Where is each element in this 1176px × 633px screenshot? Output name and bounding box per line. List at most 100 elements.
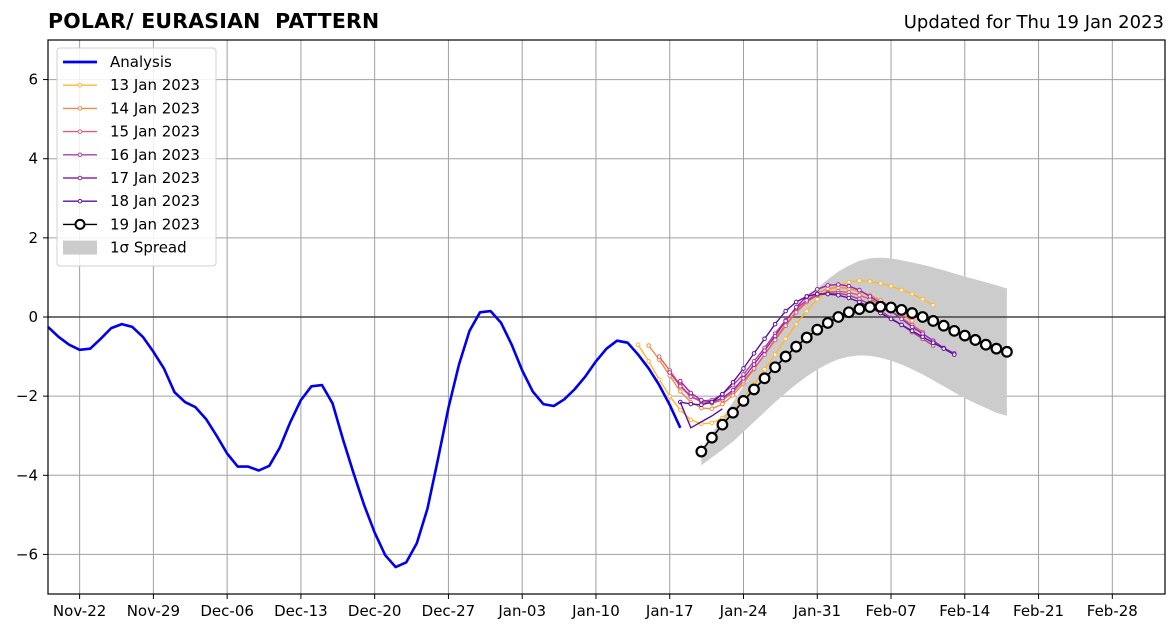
latest-forecast-point bbox=[990, 342, 1003, 355]
forecast-point bbox=[646, 343, 651, 348]
forecast-point bbox=[814, 296, 820, 302]
forecast-point bbox=[677, 383, 683, 389]
legend-marker bbox=[74, 218, 86, 230]
forecast-point bbox=[772, 333, 778, 339]
y-tick-label: −4 bbox=[16, 466, 38, 484]
legend-label: 16 Jan 2023 bbox=[110, 146, 200, 164]
latest-forecast-point bbox=[1001, 345, 1013, 358]
latest-forecast-point bbox=[769, 361, 782, 374]
forecast-point bbox=[857, 278, 862, 283]
forecast-point bbox=[699, 402, 704, 408]
legend-label: 17 Jan 2023 bbox=[110, 169, 200, 187]
x-tick-label: Dec-20 bbox=[348, 602, 402, 620]
forecast-point bbox=[793, 309, 799, 315]
x-tick-label: Jan-17 bbox=[645, 602, 694, 620]
latest-forecast-point bbox=[695, 445, 708, 458]
spread-band bbox=[701, 257, 1007, 466]
forecast-point bbox=[762, 336, 767, 342]
y-tick-label: −6 bbox=[16, 545, 38, 563]
forecast-point bbox=[920, 334, 925, 340]
forecast-point bbox=[941, 346, 947, 351]
x-tick-label: Feb-28 bbox=[1087, 602, 1138, 620]
forecast-point bbox=[646, 359, 651, 364]
legend-marker bbox=[77, 106, 83, 111]
forecast-point bbox=[804, 298, 810, 303]
forecast-point bbox=[730, 387, 736, 393]
forecast-point bbox=[751, 362, 757, 367]
forecast-point bbox=[688, 417, 694, 423]
latest-forecast-point bbox=[811, 323, 824, 336]
forecast-point bbox=[772, 321, 778, 327]
legend-handle bbox=[63, 240, 97, 255]
forecast-point bbox=[635, 342, 641, 348]
legend-label: 13 Jan 2023 bbox=[110, 76, 200, 94]
forecast-point bbox=[909, 318, 915, 324]
forecast-point bbox=[857, 292, 862, 298]
forecast-point bbox=[899, 316, 904, 322]
legend-entry: 19 Jan 2023 bbox=[63, 215, 200, 233]
latest-forecast-point bbox=[874, 300, 887, 313]
latest-forecast-point bbox=[800, 331, 813, 344]
legend-label: 19 Jan 2023 bbox=[110, 215, 200, 233]
forecast-point bbox=[814, 291, 820, 297]
latest-forecast-point bbox=[979, 338, 992, 351]
forecast-point bbox=[846, 283, 852, 289]
forecast-point bbox=[899, 287, 904, 293]
latest-forecast-point bbox=[821, 317, 834, 329]
forecast-point bbox=[783, 323, 788, 329]
x-tick-label: Jan-03 bbox=[497, 602, 546, 620]
forecast-line bbox=[679, 401, 723, 429]
forecast-point bbox=[741, 366, 746, 371]
forecast-point bbox=[951, 352, 957, 357]
forecast-point bbox=[751, 351, 757, 356]
forecast-point bbox=[677, 389, 683, 394]
latest-forecast-point bbox=[727, 406, 739, 419]
forecast-point bbox=[804, 308, 810, 314]
latest-forecast-point bbox=[842, 306, 855, 319]
forecast-point bbox=[878, 281, 883, 286]
forecast-point bbox=[730, 379, 736, 385]
legend-entry: 18 Jan 2023 bbox=[63, 192, 200, 210]
x-tick-label: Nov-29 bbox=[127, 602, 180, 620]
forecast-point bbox=[857, 287, 862, 293]
x-tick-label: Feb-21 bbox=[1013, 602, 1064, 620]
chart-subtitle: Updated for Thu 19 Jan 2023 bbox=[903, 12, 1164, 33]
forecast-point bbox=[899, 322, 904, 328]
forecast-point bbox=[825, 283, 831, 288]
legend-marker bbox=[77, 198, 83, 204]
forecast-point bbox=[741, 376, 746, 381]
forecast-point bbox=[688, 394, 694, 400]
legend-label: 14 Jan 2023 bbox=[110, 99, 200, 117]
x-tick-label: Jan-31 bbox=[792, 602, 841, 620]
forecast-point bbox=[846, 279, 852, 285]
x-tick-label: Dec-13 bbox=[274, 602, 328, 620]
forecast-point bbox=[793, 299, 799, 305]
forecast-point bbox=[677, 378, 683, 384]
forecast-point bbox=[720, 401, 725, 407]
x-tick-label: Jan-10 bbox=[571, 602, 620, 620]
forecast-point bbox=[930, 302, 936, 308]
forecast-point bbox=[720, 395, 725, 401]
spread-area bbox=[701, 257, 1007, 466]
legend-label: 18 Jan 2023 bbox=[110, 192, 200, 210]
latest-forecast-point bbox=[906, 307, 918, 319]
forecast-point bbox=[888, 316, 894, 322]
forecast-connector bbox=[679, 401, 723, 429]
y-tick-label: 0 bbox=[28, 308, 38, 326]
legend-entry: Analysis bbox=[63, 53, 172, 71]
axis-ticks: −6 −4 −2 0 2 4 6 Nov-22 Nov-29 Dec-06 Dec-13 Dec-20… bbox=[16, 71, 1138, 620]
forecast-point bbox=[846, 295, 852, 301]
forecast-point bbox=[656, 354, 662, 359]
latest-forecast-point bbox=[779, 350, 792, 363]
forecast-point bbox=[783, 318, 788, 324]
forecast-point bbox=[793, 321, 799, 327]
x-tick-label: Jan-24 bbox=[719, 602, 768, 620]
forecast-point bbox=[783, 336, 788, 342]
forecast-point bbox=[909, 291, 915, 297]
latest-forecast-point bbox=[885, 301, 897, 314]
legend-label: 1σ Spread bbox=[110, 239, 187, 257]
forecast-point bbox=[930, 340, 936, 346]
forecast-point bbox=[699, 397, 704, 403]
forecast-point bbox=[888, 283, 894, 289]
